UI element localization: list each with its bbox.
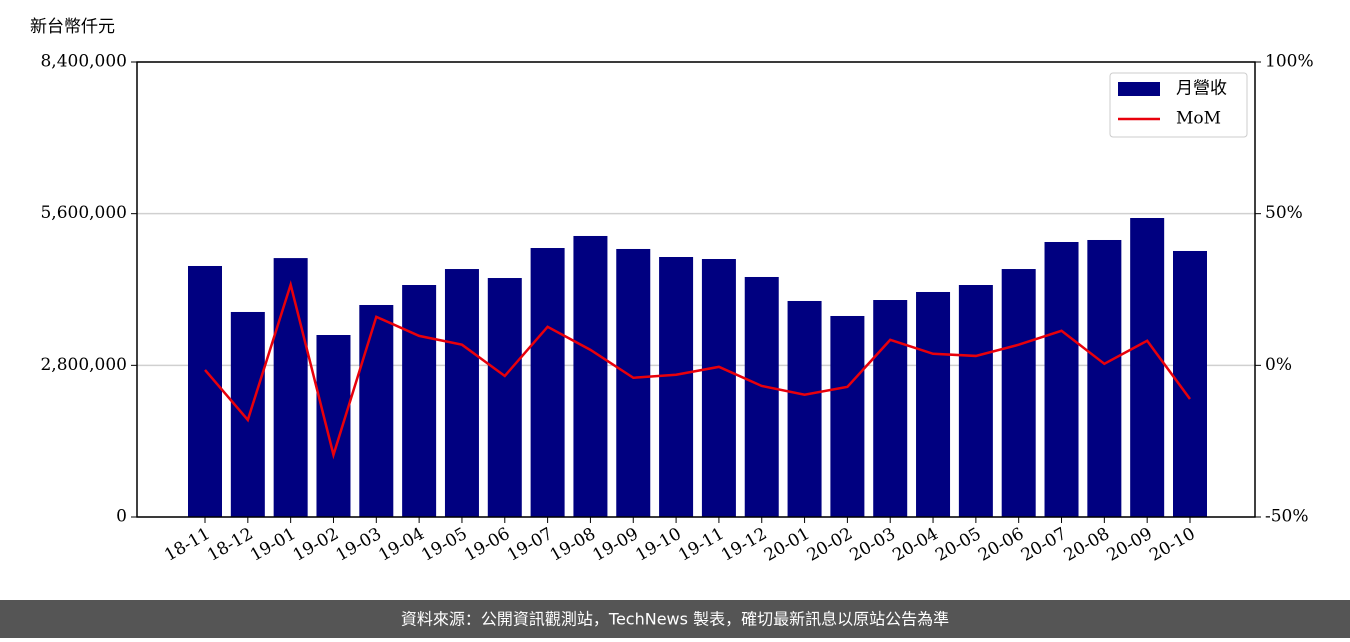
bar — [230, 311, 265, 517]
plot-frame — [136, 61, 1256, 518]
legend-label: 月營收 — [1176, 79, 1227, 99]
legend-swatch — [1118, 82, 1160, 96]
legend-label: MoM — [1176, 109, 1221, 129]
y-axis-label: 新台幣仟元 — [30, 17, 115, 37]
bar — [316, 335, 351, 517]
x-tick-label: 19-10 — [632, 524, 684, 566]
x-tick-label: 19-04 — [375, 524, 427, 566]
bar — [659, 257, 694, 517]
x-tick-label: 19-06 — [461, 524, 513, 566]
bar — [1001, 269, 1036, 517]
y-tick-label: 5,600,000 — [40, 203, 127, 223]
x-tick-label: 18-12 — [204, 524, 256, 566]
bar — [530, 248, 565, 517]
bar — [873, 300, 908, 517]
bar — [616, 248, 651, 517]
bar — [188, 265, 222, 517]
bar — [787, 300, 822, 517]
y-tick-label: 0 — [116, 507, 127, 527]
x-tick-label: 20-10 — [1146, 524, 1198, 566]
bar — [402, 285, 437, 517]
x-tick-label: 20-07 — [1018, 524, 1070, 566]
bar — [444, 269, 479, 517]
bar — [1044, 241, 1079, 517]
x-tick-label: 20-02 — [804, 524, 856, 566]
y2-tick-label: 0% — [1265, 355, 1292, 375]
x-tick-label: 20-09 — [1103, 524, 1155, 566]
x-tick-label: 19-05 — [418, 524, 470, 566]
x-tick-label: 18-11 — [161, 524, 213, 566]
bar — [487, 278, 522, 517]
bar — [916, 291, 951, 517]
bar — [1130, 218, 1165, 517]
bar — [701, 259, 736, 517]
bar — [273, 258, 308, 517]
x-tick-label: 19-01 — [247, 524, 299, 566]
y2-tick-label: -50% — [1265, 507, 1309, 527]
x-tick-label: 20-01 — [761, 524, 813, 566]
x-tick-label: 20-05 — [932, 524, 984, 566]
source-note: 資料來源：公開資訊觀測站，TechNews 製表，確切最新訊息以原站公告為準 — [401, 610, 949, 629]
x-tick-label: 19-12 — [718, 524, 770, 566]
y2-tick-label: 100% — [1265, 52, 1314, 72]
bar — [359, 304, 394, 517]
bar — [830, 315, 865, 517]
bar — [744, 276, 779, 517]
x-tick-label: 19-08 — [547, 524, 599, 566]
x-tick-label: 19-09 — [590, 524, 642, 566]
y-tick-label: 2,800,000 — [40, 355, 127, 375]
x-tick-label: 20-06 — [975, 524, 1027, 566]
line — [204, 280, 1192, 460]
x-tick-label: 20-08 — [1061, 524, 1113, 566]
x-tick-label: 19-03 — [333, 524, 385, 566]
y2-tick-label: 50% — [1265, 203, 1303, 223]
y-tick-label: 8,400,000 — [40, 52, 127, 72]
x-tick-label: 19-11 — [675, 524, 727, 566]
x-tick-label: 19-07 — [504, 524, 556, 566]
x-tick-label: 19-02 — [290, 524, 342, 566]
footer-band — [0, 600, 1350, 638]
bar — [573, 235, 608, 517]
x-tick-label: 20-04 — [889, 524, 941, 566]
legend: 月營收 MoM — [1109, 72, 1248, 138]
x-tick-label: 20-03 — [847, 524, 899, 566]
bar — [958, 285, 993, 517]
bar — [1087, 239, 1122, 517]
